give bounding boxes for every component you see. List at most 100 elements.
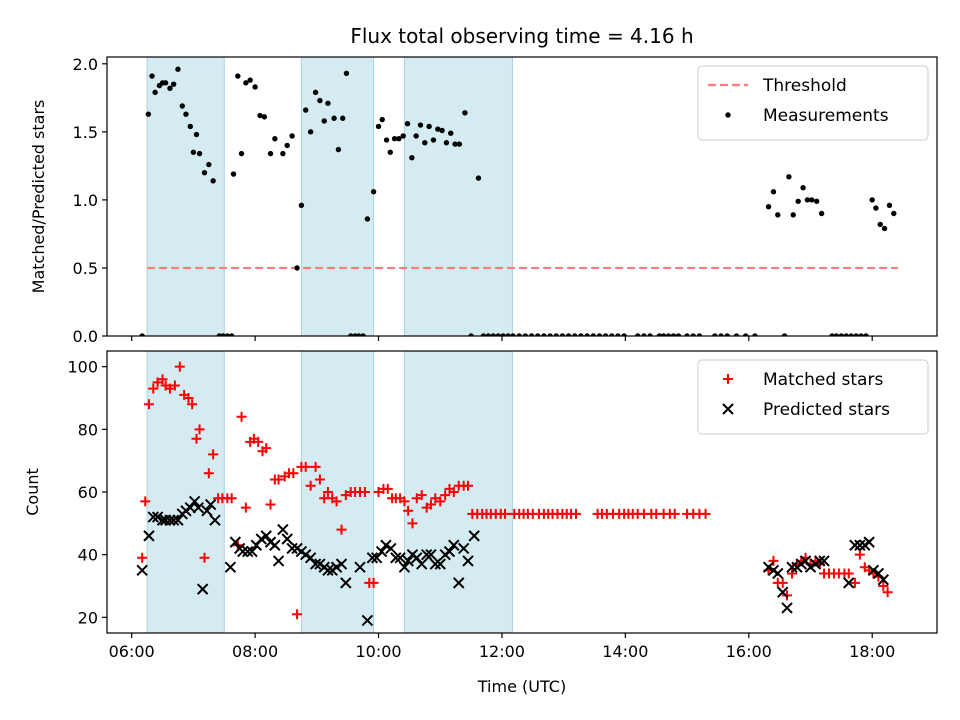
measurement-point	[435, 126, 441, 132]
measurement-point	[578, 333, 584, 336]
matched-stars-point	[199, 552, 210, 563]
matched-stars-point	[292, 609, 303, 620]
matched-stars-point	[849, 577, 860, 588]
matched-stars-point	[288, 468, 299, 479]
matched-stars-point	[226, 493, 237, 504]
measurement-point	[553, 333, 559, 336]
measurement-point	[462, 110, 468, 116]
measurement-point	[475, 175, 482, 181]
predicted-stars-point	[420, 548, 433, 561]
measurement-point	[228, 333, 235, 336]
legend-predicted-swatch	[722, 403, 734, 415]
measurement-point	[490, 333, 497, 336]
measurement-point	[230, 171, 237, 177]
predicted-stars-point	[448, 539, 460, 551]
predicted-stars-point	[385, 542, 397, 555]
measurement-point	[800, 184, 806, 191]
predicted-stars-point	[192, 501, 205, 514]
measurement-point	[781, 333, 788, 336]
measurement-point	[770, 189, 777, 195]
measurement-point	[696, 333, 703, 336]
matched-stars-point	[236, 411, 247, 422]
ratio-plot-area	[139, 66, 899, 336]
predicted-stars-point	[366, 552, 379, 564]
measurement-point	[863, 333, 869, 336]
measurement-point	[187, 123, 194, 130]
measurement-point	[443, 140, 450, 146]
x-tick-label: 14:00	[602, 642, 648, 661]
predicted-stars-point	[453, 577, 465, 589]
predicted-stars-point	[224, 561, 237, 573]
measurement-point	[615, 333, 621, 336]
predicted-stars-point	[854, 539, 866, 551]
ratio-y-axis-label: Matched/Predicted stars	[29, 100, 48, 294]
measurement-point	[809, 197, 815, 203]
measurement-point	[891, 210, 897, 217]
measurement-point	[396, 135, 402, 142]
measurement-point	[413, 133, 419, 139]
predicted-stars-point	[241, 545, 254, 558]
measurement-point	[869, 197, 875, 203]
measurement-point	[426, 123, 432, 130]
measurement-point	[596, 333, 603, 336]
matched-stars-point	[382, 483, 393, 494]
matched-stars-point	[169, 380, 180, 391]
measurement-point	[247, 77, 253, 83]
predicted-stars-point	[375, 545, 388, 558]
predicted-stars-point	[147, 511, 159, 523]
measurement-point	[684, 333, 690, 336]
matched-stars-point	[148, 383, 159, 394]
measurement-point	[733, 333, 740, 336]
measurement-point	[468, 333, 474, 336]
measurement-point	[448, 130, 454, 136]
measurement-point	[572, 333, 578, 336]
measurement-point	[858, 333, 864, 336]
measurement-point	[224, 333, 231, 336]
matched-stars-point	[261, 443, 272, 454]
matched-stars-point	[416, 490, 427, 501]
matched-stars-point	[843, 568, 854, 579]
predicted-stars-point	[237, 545, 249, 558]
predicted-stars-point	[786, 561, 798, 573]
measurement-point	[261, 114, 268, 120]
measurement-point	[317, 97, 323, 104]
legend-measurement-swatch	[725, 112, 731, 118]
predicted-stars-point	[434, 558, 446, 570]
measurement-point	[786, 174, 792, 180]
measurement-point	[495, 333, 501, 336]
measurement-point	[370, 189, 377, 195]
matched-stars-point	[203, 468, 214, 479]
matched-stars-point	[500, 508, 511, 519]
predicted-stars-point	[335, 558, 348, 570]
predicted-stars-point	[277, 523, 289, 536]
predicted-stars-point	[814, 555, 826, 567]
x-tick-label: 18:00	[849, 642, 895, 661]
matched-stars-point	[336, 524, 347, 535]
measurement-point	[243, 80, 249, 86]
legend-matched-swatch	[723, 374, 733, 384]
predicted-stars-point	[272, 555, 285, 567]
predicted-stars-point	[390, 552, 402, 564]
matched-stars-point	[407, 518, 418, 529]
predicted-stars-point	[340, 577, 352, 589]
matched-stars-point	[191, 433, 202, 444]
predicted-stars-point	[398, 561, 411, 573]
matched-stars-point	[368, 577, 379, 588]
count-shaded-interval-0	[146, 350, 225, 634]
measurement-point	[873, 205, 879, 211]
matched-stars-point	[570, 508, 581, 519]
matched-stars-point	[140, 496, 151, 507]
matched-stars-point	[187, 399, 198, 410]
predicted-stars-point	[281, 533, 293, 545]
measurement-point	[439, 127, 445, 134]
measurement-point	[635, 333, 641, 336]
predicted-stars-point	[322, 564, 334, 577]
predicted-stars-point	[429, 558, 442, 570]
matched-stars-point	[786, 568, 797, 579]
count-y-tick-label: 80	[78, 420, 98, 439]
predicted-stars-point	[269, 539, 281, 551]
measurement-point	[843, 333, 849, 336]
x-tick-label: 10:00	[355, 642, 401, 661]
measurement-point	[375, 123, 382, 130]
